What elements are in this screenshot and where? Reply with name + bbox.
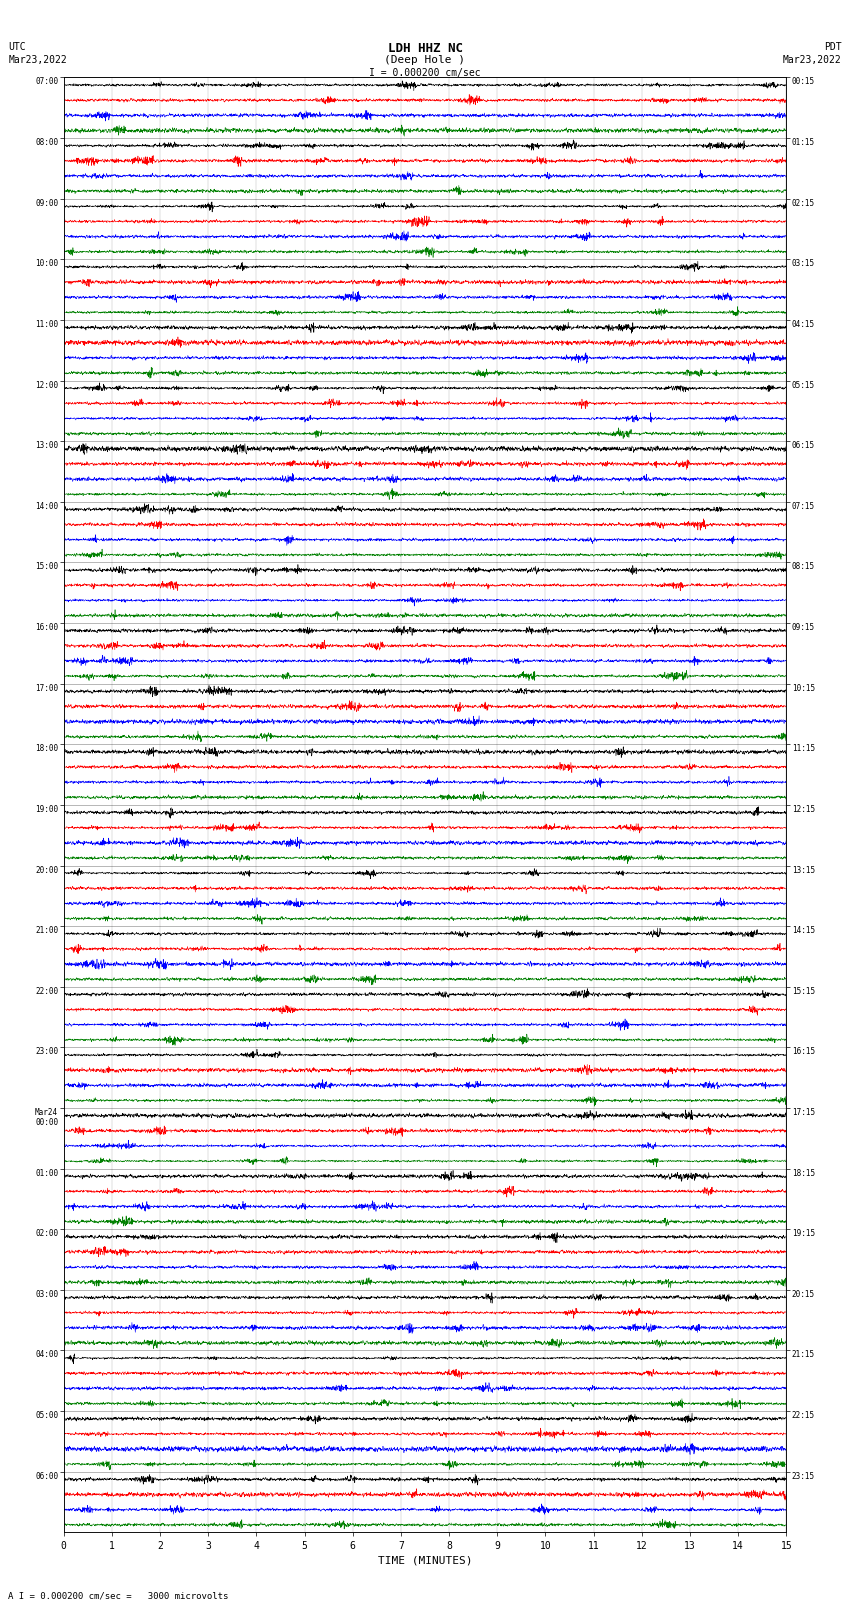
Text: I = 0.000200 cm/sec: I = 0.000200 cm/sec — [369, 68, 481, 77]
Text: UTC: UTC — [8, 42, 26, 52]
Text: LDH HHZ NC: LDH HHZ NC — [388, 42, 462, 55]
Text: Mar23,2022: Mar23,2022 — [783, 55, 842, 65]
X-axis label: TIME (MINUTES): TIME (MINUTES) — [377, 1555, 473, 1566]
Text: Mar23,2022: Mar23,2022 — [8, 55, 67, 65]
Text: A I = 0.000200 cm/sec =   3000 microvolts: A I = 0.000200 cm/sec = 3000 microvolts — [8, 1590, 229, 1600]
Text: PDT: PDT — [824, 42, 842, 52]
Text: (Deep Hole ): (Deep Hole ) — [384, 55, 466, 65]
